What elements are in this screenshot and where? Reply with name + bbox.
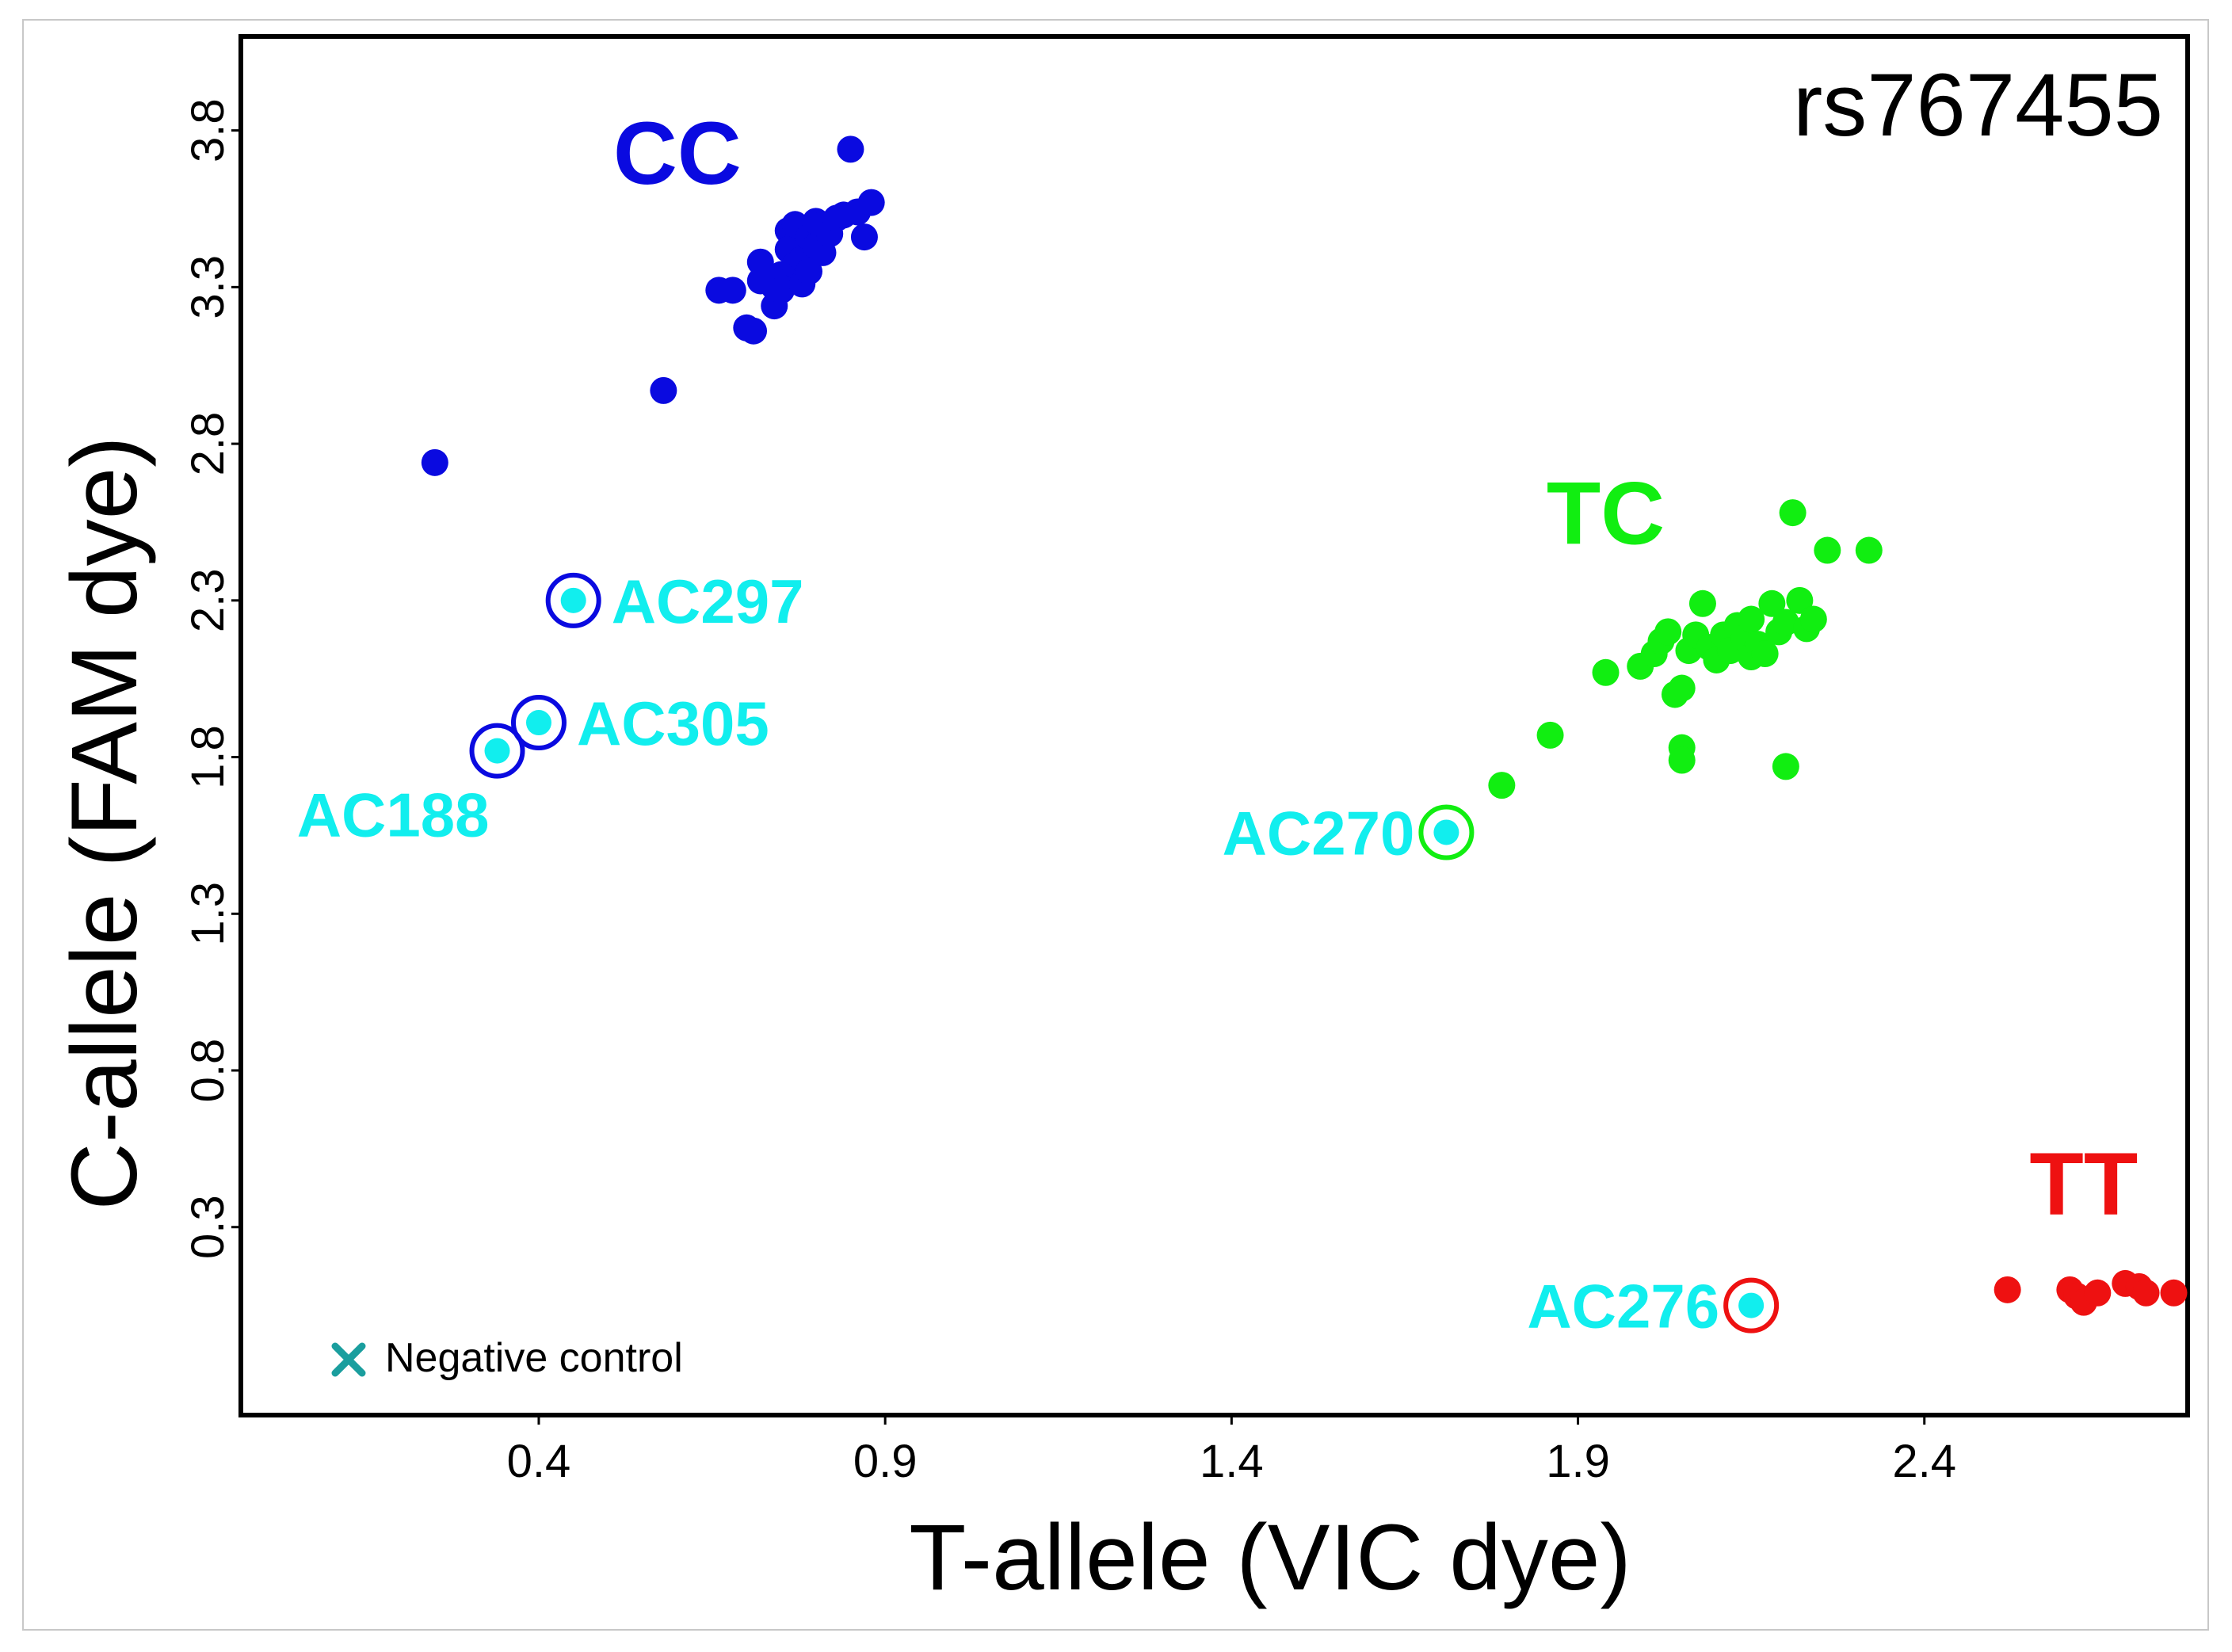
axes-group — [238, 34, 2190, 1417]
sample-label-ac297: AC297 — [612, 567, 804, 636]
point-tc-1 — [1536, 721, 1564, 749]
x-tick-label: 1.9 — [1546, 1436, 1610, 1487]
chart-title: rs767455 — [1793, 55, 2163, 155]
point-tc-6 — [1654, 618, 1682, 646]
highlighted-samples-group — [469, 572, 1780, 1333]
point-tc-31 — [1799, 605, 1827, 633]
sample-ring-ac270 — [1418, 804, 1475, 860]
point-cc-0 — [421, 448, 448, 476]
sample-ring-ac188 — [469, 723, 525, 779]
sample-label-ac276: AC276 — [1527, 1272, 1719, 1341]
y-tick-label: 2.3 — [182, 568, 234, 632]
sample-ring-ac297 — [545, 572, 601, 628]
sample-ring-ac276 — [1723, 1277, 1780, 1333]
point-cc-7 — [746, 248, 774, 276]
point-tt-4 — [2084, 1279, 2112, 1307]
x-tick-label: 0.4 — [507, 1436, 571, 1487]
point-tc-10 — [1668, 746, 1696, 774]
point-tc-8 — [1668, 674, 1696, 702]
ticks-group: 0.4 0.9 1.4 1.9 2.4 0.3 0.8 1.3 1.8 2.3 2.8 3.3 3.8 — [182, 98, 1956, 1487]
legend: Negative control — [331, 1335, 683, 1381]
sample-ring-ac305 — [510, 695, 567, 751]
scatter-plot: 0.4 0.9 1.4 1.9 2.40.30.81.31.82.32.83.33.8 … — [52, 34, 2190, 1610]
y-tick-label: 0.3 — [182, 1195, 234, 1259]
point-tc-2 — [1592, 658, 1620, 686]
point-tc-23 — [1751, 640, 1779, 668]
point-cc-11 — [768, 277, 796, 304]
sample-label-ac188: AC188 — [297, 780, 490, 850]
sample-label-ac305: AC305 — [577, 689, 769, 758]
point-tc-28 — [1779, 499, 1807, 527]
x-tick-label: 2.4 — [1892, 1436, 1956, 1487]
point-tc-33 — [1855, 536, 1883, 564]
point-cc-27 — [837, 135, 864, 163]
x-axis-title: T-allele (VIC dye) — [909, 1505, 1631, 1610]
sample-point-ac276 — [1738, 1292, 1765, 1318]
x-tick-label: 1.4 — [1200, 1436, 1264, 1487]
point-tt-0 — [1994, 1276, 2021, 1303]
y-tick-label: 2.8 — [182, 412, 234, 476]
cluster-label-tc: TC — [1547, 464, 1665, 563]
sample-point-ac297 — [560, 587, 586, 613]
sample-point-ac305 — [525, 710, 551, 736]
point-cc-19 — [795, 258, 822, 285]
figure-frame: 0.4 0.9 1.4 1.9 2.4 0.3 0.8 1.3 1.8 2.3 2.8 3.3 3.8 … — [22, 19, 2209, 1631]
point-cc-3 — [719, 277, 746, 304]
point-tt-7 — [2132, 1279, 2160, 1307]
point-tc-21 — [1738, 605, 1765, 633]
y-tick-label: 1.8 — [182, 725, 234, 789]
plot-area-border — [238, 34, 2190, 1417]
point-tc-24 — [1758, 589, 1786, 617]
point-tc-27 — [1772, 753, 1799, 780]
point-tc-13 — [1688, 589, 1716, 617]
legend-label-negative-control: Negative control — [385, 1335, 683, 1381]
points-group — [421, 135, 2188, 1316]
point-cc-1 — [650, 376, 677, 404]
y-tick-label: 3.8 — [182, 98, 234, 162]
legend-x-marker — [331, 1342, 366, 1377]
sample-point-ac270 — [1433, 819, 1459, 845]
y-axis-title: C-allele (FAM dye) — [52, 436, 157, 1210]
sample-label-ac270: AC270 — [1223, 798, 1415, 868]
cluster-label-tt: TT — [2029, 1135, 2138, 1234]
text-group: rs767455 T-allele (VIC dye) C-allele (FA… — [52, 55, 2163, 1610]
point-cc-30 — [857, 189, 885, 216]
point-tc-0 — [1488, 772, 1516, 799]
x-tick-label: 0.9 — [853, 1436, 918, 1487]
y-tick-label: 3.3 — [182, 255, 234, 319]
y-tick-label: 1.3 — [182, 882, 234, 946]
point-tc-29 — [1786, 586, 1814, 614]
point-cc-29 — [850, 223, 878, 251]
cluster-label-cc: CC — [613, 104, 742, 203]
y-tick-label: 0.8 — [182, 1039, 234, 1103]
sample-point-ac188 — [484, 738, 510, 764]
point-tt-8 — [2160, 1279, 2188, 1307]
point-cc-5 — [740, 317, 768, 345]
point-tc-26 — [1772, 609, 1799, 636]
point-tc-32 — [1814, 536, 1841, 564]
